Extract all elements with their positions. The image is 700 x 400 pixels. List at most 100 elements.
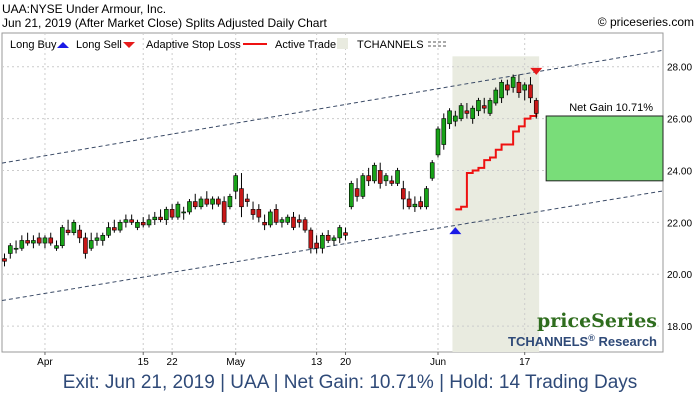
x-tick-label: May xyxy=(226,357,245,368)
candle-body xyxy=(31,240,36,244)
candle-body xyxy=(418,201,423,208)
candle-body xyxy=(458,105,464,119)
candle-body xyxy=(412,203,418,208)
y-tick-label: 28.00 xyxy=(667,63,692,74)
candle-body xyxy=(7,245,13,254)
candle-body xyxy=(331,237,337,241)
candle-body xyxy=(192,201,198,208)
candle-body xyxy=(140,222,146,226)
candle-body xyxy=(88,240,94,249)
candle-body xyxy=(279,219,285,223)
candle-body xyxy=(337,227,343,239)
candle-body xyxy=(233,175,238,192)
adaptive-stop-loss-line xyxy=(455,113,538,211)
candle-body xyxy=(59,227,65,246)
candle-body xyxy=(499,81,504,99)
candle-body xyxy=(169,209,175,218)
candle-body xyxy=(256,209,262,218)
copyright-text: © priceseries.com xyxy=(597,15,694,29)
candle-body xyxy=(493,89,499,104)
candle-body xyxy=(273,209,279,223)
candle-body xyxy=(505,84,510,91)
candle-body xyxy=(285,216,291,223)
candle-body xyxy=(13,247,19,250)
candle-body xyxy=(429,162,435,179)
candle-body xyxy=(83,237,88,254)
net-gain-label: Net Gain 10.71% xyxy=(569,102,653,114)
candle-body xyxy=(377,170,383,184)
candle-body xyxy=(19,240,25,249)
candle-body xyxy=(158,216,163,221)
candle-body xyxy=(383,175,389,182)
candle-body xyxy=(25,240,30,244)
y-tick-label: 24.00 xyxy=(667,166,692,177)
y-tick-label: 20.00 xyxy=(667,270,692,281)
candle-body xyxy=(464,110,470,114)
candle-body xyxy=(94,237,100,241)
candle-body xyxy=(187,201,192,213)
candle-body xyxy=(268,211,273,226)
candle-body xyxy=(302,219,308,231)
candle-body xyxy=(320,234,325,249)
candle-body xyxy=(296,219,302,223)
candle-body xyxy=(447,110,452,125)
candle-body xyxy=(77,229,82,239)
candle-body xyxy=(221,201,227,223)
candle-body xyxy=(354,188,360,197)
candle-body xyxy=(291,216,296,228)
candle-body xyxy=(48,237,54,244)
candle-body xyxy=(42,237,48,244)
active-trade-swatch-icon xyxy=(337,38,348,49)
x-tick-label: Jun xyxy=(430,357,446,368)
legend-long-sell: Long Sell xyxy=(76,39,122,51)
candle-body xyxy=(36,237,42,244)
research-label: TCHANNELS® Research xyxy=(508,333,657,349)
candle-body xyxy=(325,234,331,241)
candle-body xyxy=(227,196,233,208)
long-sell-arrow-icon xyxy=(123,42,135,48)
candle-body xyxy=(262,222,267,226)
candle-body xyxy=(181,211,186,214)
x-tick-label: 17 xyxy=(519,357,531,368)
candle-body xyxy=(401,188,406,200)
candle-body xyxy=(395,170,400,184)
y-tick-label: 18.00 xyxy=(667,322,692,333)
candle-body xyxy=(152,216,158,221)
plot-frame xyxy=(1,32,664,353)
candle-body xyxy=(366,175,371,182)
candle-body xyxy=(129,219,134,223)
chart-title: UAA:NYSE Under Armour, Inc. xyxy=(2,2,167,16)
x-tick-label: 13 xyxy=(311,357,323,368)
candle-body xyxy=(198,198,204,208)
candle-body xyxy=(360,175,366,197)
candle-body xyxy=(435,128,441,156)
candle-body xyxy=(510,76,516,88)
x-tick-label: 15 xyxy=(138,357,150,368)
candle-body xyxy=(389,180,395,184)
candle-body xyxy=(481,105,487,109)
legend-tchannels: TCHANNELS xyxy=(357,39,424,51)
candle-body xyxy=(216,198,221,205)
candle-body xyxy=(250,209,256,215)
candle-body xyxy=(2,258,7,262)
x-tick-label: Apr xyxy=(37,357,53,368)
candle-body xyxy=(106,227,111,236)
candle-body xyxy=(348,183,354,208)
candle-body xyxy=(65,229,71,233)
candle-body xyxy=(314,242,319,249)
candle-body xyxy=(406,198,412,208)
brand-logo: priceSeries xyxy=(537,310,657,332)
trade-summary: Exit: Jun 21, 2019 | UAA | Net Gain: 10.… xyxy=(62,372,638,393)
candle-body xyxy=(239,188,244,208)
candle-body xyxy=(123,219,129,223)
y-tick-label: 26.00 xyxy=(667,115,692,126)
candle-body xyxy=(204,198,210,205)
long-sell-arrow-icon xyxy=(530,67,543,75)
candle-body xyxy=(146,219,152,226)
candle-body xyxy=(343,232,348,236)
candle-body xyxy=(522,84,528,91)
candle-body xyxy=(476,100,481,112)
candle-body xyxy=(71,222,77,233)
candle-body xyxy=(528,84,533,99)
